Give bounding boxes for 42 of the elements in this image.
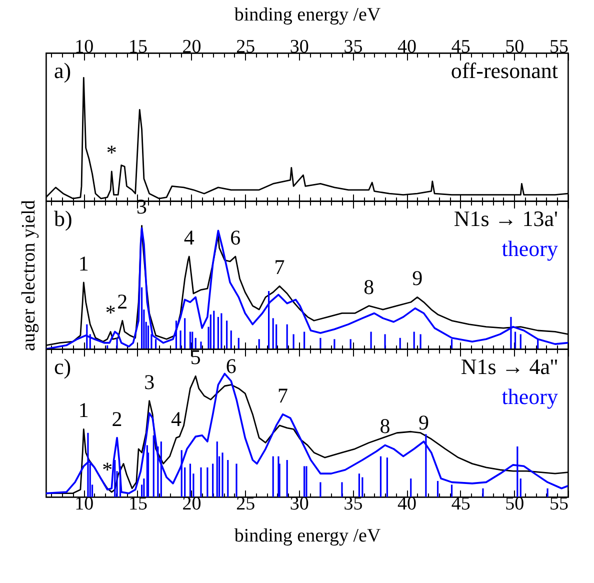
x2-tick-label: 50 [505, 36, 524, 58]
x2-tick-label: 40 [398, 36, 417, 58]
annotation: * [106, 140, 117, 164]
x2-tick-label: 30 [290, 36, 309, 58]
annotation: 8 [364, 274, 374, 299]
x2-tick-label: 10 [74, 36, 94, 58]
annotation: a) [54, 58, 72, 83]
annotation: 6 [230, 226, 241, 250]
x-tick-label: 10 [74, 494, 94, 514]
annotation: 4 [170, 406, 182, 431]
annotation: b) [54, 206, 72, 231]
annotation: 5 [190, 345, 201, 370]
x2-tick-label: 55 [550, 36, 568, 58]
annotation: 9 [412, 266, 423, 290]
annotation: 1 [78, 251, 89, 276]
x-tick-label: 40 [398, 494, 417, 514]
x2-tick-label: 15 [128, 36, 148, 58]
annotation: 2 [117, 290, 128, 314]
annotation: 7 [274, 255, 285, 280]
annotation: off-resonant [450, 58, 558, 83]
annotation: 7 [278, 383, 288, 408]
text: theory [502, 236, 558, 261]
annotation: c) [54, 354, 72, 379]
x2-tick-label: 45 [451, 36, 470, 58]
annotation: 1 [78, 398, 89, 422]
annotation: 3 [144, 370, 155, 394]
x2-axis-title: binding energy /eV [234, 4, 381, 26]
x2-tick-label: 20 [182, 36, 202, 58]
annotation: 2 [112, 406, 122, 431]
annotation: * [102, 457, 113, 482]
annotation: 6 [226, 354, 236, 378]
annotation: 4 [184, 226, 195, 250]
x2-tick-label: 25 [236, 36, 256, 58]
annotation: 9 [418, 410, 430, 434]
annotation: N1s → 4a'' [460, 354, 558, 379]
y-axis-title: auger electron yield [18, 200, 40, 351]
text: theory [502, 384, 558, 409]
x-axis-title: binding energy /eV [234, 526, 381, 546]
annotation: N1s → 13a' [454, 206, 558, 231]
annotation: 8 [380, 414, 390, 438]
annotation: * [105, 300, 116, 325]
x2-tick-label: 35 [344, 36, 363, 58]
